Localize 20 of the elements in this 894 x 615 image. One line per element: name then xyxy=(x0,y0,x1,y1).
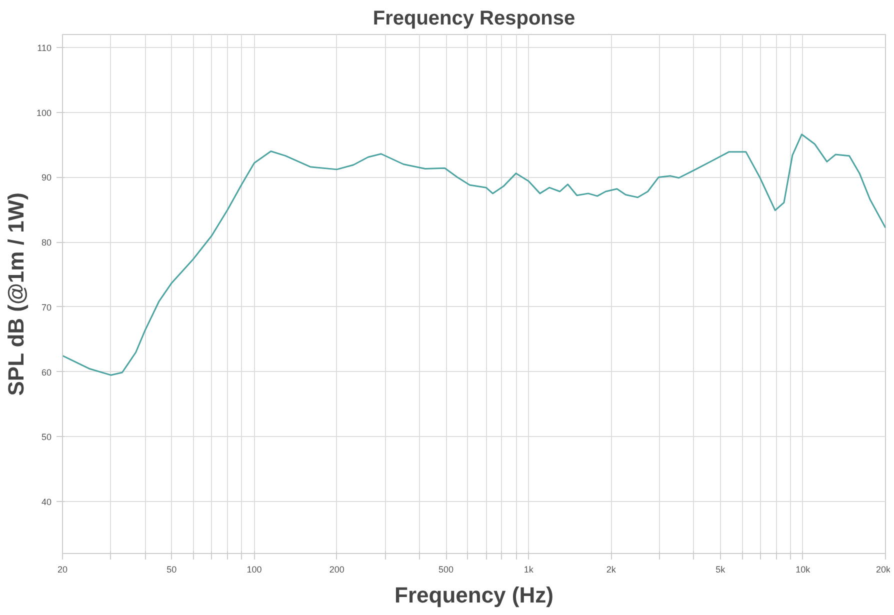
x-axis-title: Frequency (Hz) xyxy=(394,582,554,608)
x-tick-label: 20 xyxy=(57,564,68,574)
y-tick-label: 70 xyxy=(41,302,52,312)
x-tick-label: 1k xyxy=(524,564,534,574)
y-axis-title: SPL dB (@1m / 1W) xyxy=(3,192,28,396)
x-tick-label: 10k xyxy=(796,564,811,574)
x-tick-label: 50 xyxy=(166,564,177,574)
x-tick-label: 500 xyxy=(438,564,454,574)
x-tick-label: 2k xyxy=(606,564,616,574)
y-tick-label: 100 xyxy=(36,108,52,118)
x-tick-label: 100 xyxy=(246,564,262,574)
x-tick-label: 200 xyxy=(329,564,344,574)
y-tick-label: 110 xyxy=(37,42,52,53)
x-tick-label: 5k xyxy=(716,564,726,574)
y-tick-label: 60 xyxy=(41,367,52,378)
y-tick-label: 80 xyxy=(41,238,52,248)
y-tick-label: 90 xyxy=(41,172,52,183)
y-tick-label: 50 xyxy=(41,432,52,442)
chart-title: Frequency Response xyxy=(372,8,576,30)
y-tick-label: 40 xyxy=(41,497,52,508)
